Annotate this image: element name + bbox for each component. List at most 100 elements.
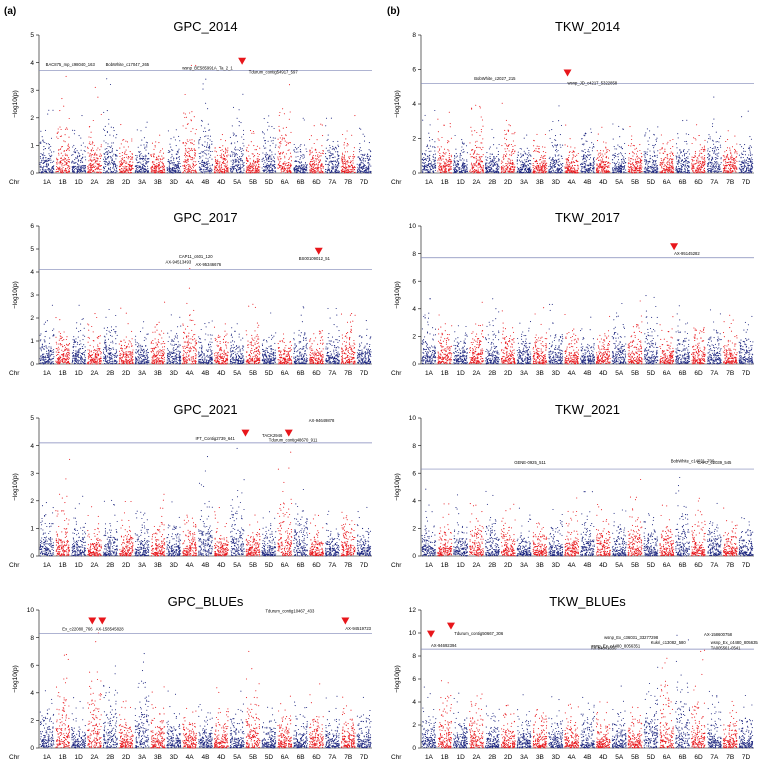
snp-point xyxy=(167,167,168,168)
snp-point xyxy=(558,154,559,155)
snp-point xyxy=(300,170,301,171)
snp-point xyxy=(111,162,112,163)
snp-point xyxy=(123,170,124,171)
snp-point xyxy=(535,166,536,167)
snp-point xyxy=(81,168,82,169)
snp-point xyxy=(350,169,351,170)
snp-point xyxy=(302,154,303,155)
snp-point xyxy=(132,165,133,166)
snp-point xyxy=(329,145,330,146)
snp-point xyxy=(153,156,154,157)
snp-point xyxy=(476,170,477,171)
snp-point xyxy=(440,156,441,157)
snp-point xyxy=(537,170,538,171)
snp-point xyxy=(253,160,254,161)
snp-point xyxy=(188,164,189,165)
snp-point xyxy=(368,169,369,170)
snp-point xyxy=(445,163,446,164)
snp-point xyxy=(300,157,301,158)
snp-point xyxy=(274,128,275,129)
snp-point xyxy=(220,168,221,169)
snp-point xyxy=(77,156,78,157)
snp-point xyxy=(524,159,525,160)
snp-point xyxy=(506,168,507,169)
snp-point xyxy=(448,169,449,170)
snp-point xyxy=(540,167,541,168)
snp-point xyxy=(312,152,313,153)
snp-point xyxy=(322,153,323,154)
snp-point xyxy=(199,139,200,140)
snp-point xyxy=(508,158,509,159)
snp-point xyxy=(427,158,428,159)
snp-point xyxy=(135,155,136,156)
snp-point xyxy=(169,169,170,170)
snp-point xyxy=(282,168,283,169)
panel-label-b: (b) xyxy=(387,6,400,17)
snp-point xyxy=(108,119,109,120)
snp-point xyxy=(491,154,492,155)
snp-point xyxy=(279,154,280,155)
snp-point xyxy=(64,170,65,171)
snp-point xyxy=(65,141,66,142)
snp-point xyxy=(147,172,148,173)
snp-point xyxy=(474,130,475,131)
snp-point xyxy=(129,168,130,169)
snp-point xyxy=(584,149,585,150)
snp-point xyxy=(236,153,237,154)
snp-point xyxy=(522,155,523,156)
snp-point xyxy=(429,158,430,159)
snp-point xyxy=(433,159,434,160)
snp-point xyxy=(363,134,364,135)
snp-point xyxy=(208,135,209,136)
snp-point xyxy=(76,158,77,159)
snp-point xyxy=(480,159,481,160)
snp-point xyxy=(87,171,88,172)
snp-point xyxy=(601,166,602,167)
snp-point xyxy=(567,146,568,147)
snp-point xyxy=(103,170,104,171)
snp-point xyxy=(136,169,137,170)
snp-point xyxy=(238,167,239,168)
snp-point xyxy=(466,161,467,162)
snp-point xyxy=(598,134,599,135)
snp-point xyxy=(552,160,553,161)
snp-point xyxy=(606,171,607,172)
snp-point xyxy=(519,172,520,173)
snp-point xyxy=(106,162,107,163)
snp-point xyxy=(194,140,195,141)
snp-point xyxy=(520,153,521,154)
snp-point xyxy=(275,154,276,155)
snp-point xyxy=(585,159,586,160)
snp-point xyxy=(509,165,510,166)
snp-point xyxy=(350,156,351,157)
snp-point xyxy=(177,169,178,170)
snp-point xyxy=(267,163,268,164)
snp-point xyxy=(321,163,322,164)
snp-point xyxy=(338,146,339,147)
snp-point xyxy=(312,159,313,160)
snp-point xyxy=(551,142,552,143)
snp-point xyxy=(518,168,519,169)
snp-point xyxy=(208,130,209,131)
snp-point xyxy=(269,167,270,168)
snp-point xyxy=(485,156,486,157)
snp-point xyxy=(501,161,502,162)
chromosome-label: 1D xyxy=(74,179,83,186)
snp-point xyxy=(281,135,282,136)
snp-point xyxy=(145,127,146,128)
snp-point xyxy=(58,154,59,155)
snp-point xyxy=(52,172,53,173)
snp-point xyxy=(74,166,75,167)
snp-point xyxy=(138,171,139,172)
snp-point xyxy=(52,162,53,163)
snp-point xyxy=(211,159,212,160)
snp-point xyxy=(364,172,365,173)
snp-point xyxy=(206,171,207,172)
snp-point xyxy=(370,171,371,172)
snp-point xyxy=(513,149,514,150)
snp-point xyxy=(426,169,427,170)
snp-point xyxy=(236,161,237,162)
snp-point xyxy=(234,153,235,154)
snp-point xyxy=(325,153,326,154)
snp-point xyxy=(221,171,222,172)
